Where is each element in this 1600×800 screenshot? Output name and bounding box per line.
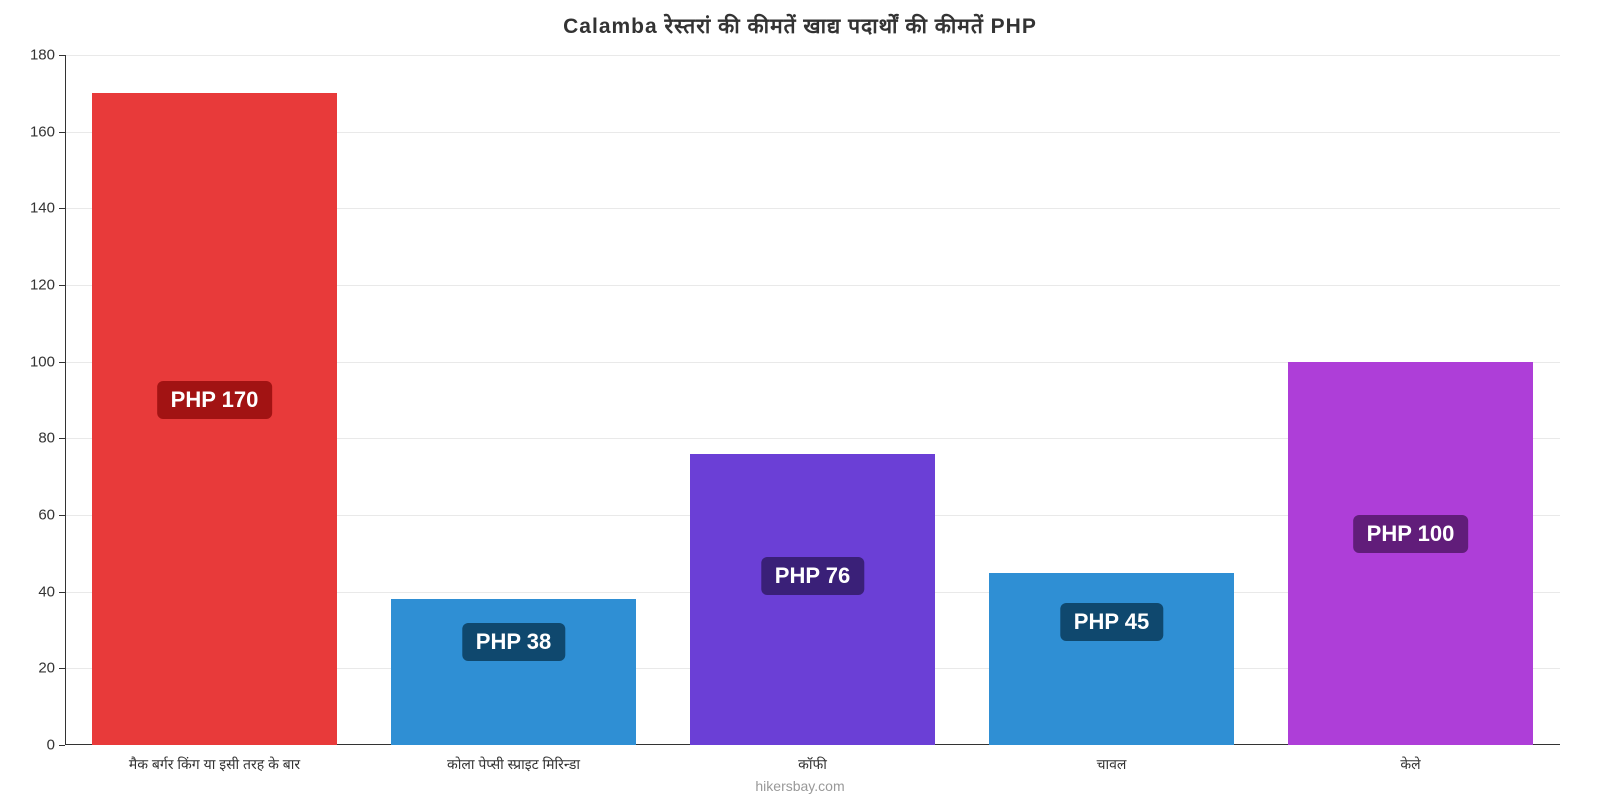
value-badge: PHP 38	[462, 623, 565, 661]
value-badge: PHP 170	[157, 381, 273, 419]
ytick-label: 20	[38, 660, 65, 677]
ytick-label: 180	[30, 47, 65, 64]
ytick-label: 160	[30, 123, 65, 140]
ytick-label: 140	[30, 200, 65, 217]
chart-title: Calamba रेस्तरां की कीमतें खाद्य पदार्थो…	[0, 0, 1600, 40]
bar-slot: PHP 100केले	[1261, 55, 1560, 745]
bar	[92, 93, 337, 745]
bar-slot: PHP 76कॉफी	[663, 55, 962, 745]
plot-area: 020406080100120140160180 PHP 170मैक बर्ग…	[65, 55, 1560, 745]
value-badge: PHP 100	[1353, 515, 1469, 553]
xtick-label: मैक बर्गर किंग या इसी तरह के बार	[129, 745, 300, 774]
ytick-label: 80	[38, 430, 65, 447]
bar-slot: PHP 170मैक बर्गर किंग या इसी तरह के बार	[65, 55, 364, 745]
xtick-label: कॉफी	[798, 745, 827, 774]
xtick-label: कोला पेप्सी स्प्राइट मिरिन्डा	[447, 745, 580, 774]
ytick-label: 40	[38, 583, 65, 600]
bar	[989, 573, 1234, 746]
value-badge: PHP 76	[761, 557, 864, 595]
ytick-label: 100	[30, 353, 65, 370]
bar-slot: PHP 45चावल	[962, 55, 1261, 745]
bar-slot: PHP 38कोला पेप्सी स्प्राइट मिरिन्डा	[364, 55, 663, 745]
bars-group: PHP 170मैक बर्गर किंग या इसी तरह के बारP…	[65, 55, 1560, 745]
bar	[690, 454, 935, 745]
bar	[1288, 362, 1533, 745]
ytick-label: 60	[38, 507, 65, 524]
bar	[391, 599, 636, 745]
xtick-label: चावल	[1097, 745, 1127, 774]
price-bar-chart: Calamba रेस्तरां की कीमतें खाद्य पदार्थो…	[0, 0, 1600, 800]
xtick-label: केले	[1400, 745, 1420, 774]
ytick-label: 0	[47, 737, 65, 754]
footer-attribution: hikersbay.com	[0, 778, 1600, 794]
value-badge: PHP 45	[1060, 603, 1163, 641]
ytick-label: 120	[30, 277, 65, 294]
